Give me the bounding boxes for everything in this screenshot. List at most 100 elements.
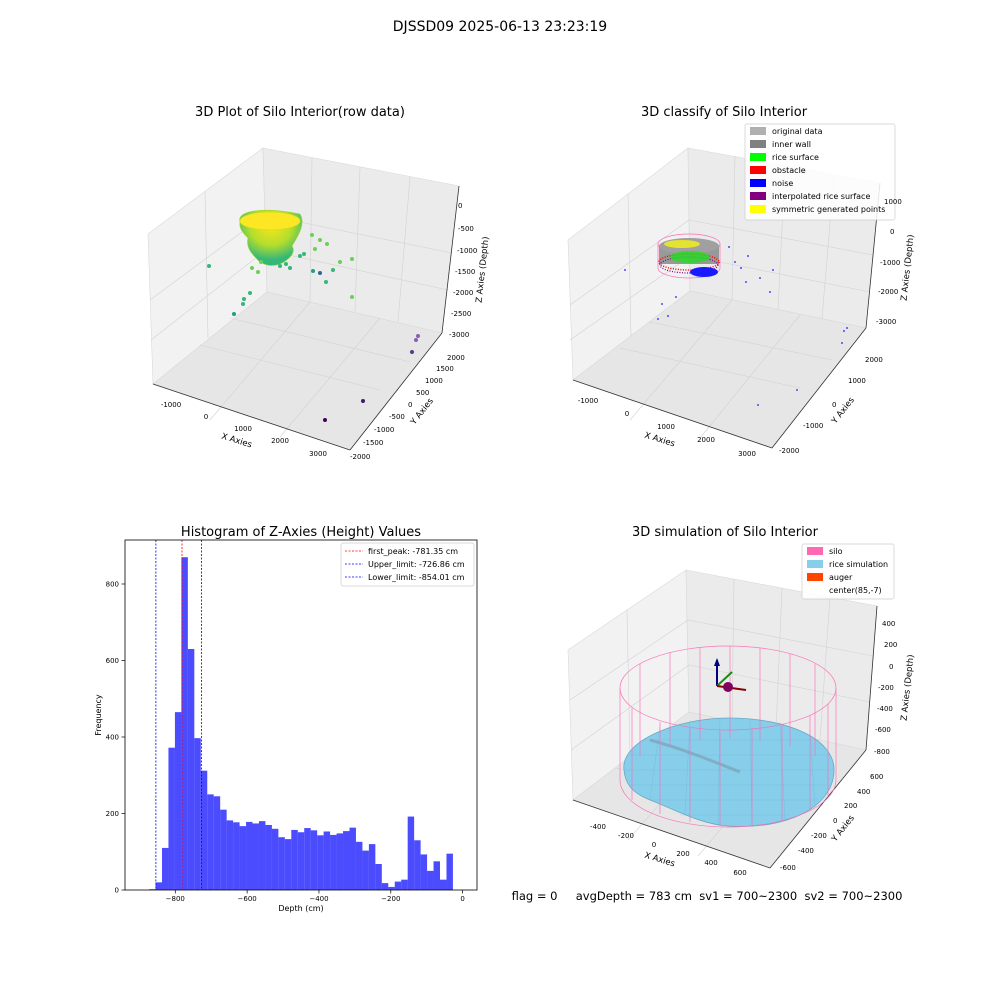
hist-bar bbox=[194, 738, 201, 890]
hist-bar bbox=[368, 844, 376, 890]
hist-bar bbox=[187, 649, 195, 890]
cls-y-tick-label: 1000 bbox=[848, 377, 866, 385]
cls-legend-swatch bbox=[750, 179, 766, 187]
hist-bar bbox=[427, 870, 434, 890]
raw-y-axis-label: Y Axies bbox=[408, 396, 436, 428]
hist-y-axis-label: Frequency bbox=[94, 694, 103, 736]
hist-bar bbox=[174, 712, 182, 890]
hist-bar bbox=[304, 828, 311, 890]
hist-y-ticks: 0 200 400 600 800 bbox=[106, 580, 125, 895]
sim-z-tick-label: -800 bbox=[874, 748, 890, 756]
cls-legend-label: rice surface bbox=[772, 153, 819, 162]
hist-bar bbox=[181, 557, 188, 890]
sim-x-ticks: -400 -200 0 200 400 600 bbox=[590, 823, 747, 877]
hist-bar bbox=[220, 809, 227, 890]
cls-legend-swatch bbox=[750, 205, 766, 213]
cls-legend-swatch bbox=[750, 192, 766, 200]
hist-bar bbox=[375, 863, 382, 890]
cls-legend-label: noise bbox=[772, 179, 793, 188]
hist-legend: first_peak: -781.35 cm Upper_limit: -726… bbox=[340, 542, 475, 587]
cls-z-tick-label: -3000 bbox=[876, 318, 896, 326]
hist-bar bbox=[278, 837, 285, 890]
cls-legend-swatch bbox=[750, 166, 766, 174]
hist-legend-label: Upper_limit: -726.86 cm bbox=[368, 560, 465, 569]
hist-legend-frame bbox=[340, 542, 475, 587]
sim-y-tick-label: -600 bbox=[780, 864, 796, 872]
hist-legend-label: Lower_limit: -854.01 cm bbox=[368, 573, 465, 582]
chart-title-histogram: Histogram of Z-Axies (Height) Values bbox=[181, 525, 421, 540]
cls-y-ticks: -2000 -1000 0 1000 2000 bbox=[779, 356, 883, 455]
hist-bar bbox=[407, 816, 415, 890]
hist-x-tick-label: 0 bbox=[460, 895, 464, 903]
raw-z-tick-label: -3000 bbox=[449, 331, 469, 339]
hist-x-tick-label: −600 bbox=[238, 895, 257, 903]
hist-bar bbox=[265, 824, 272, 890]
raw-z-tick-label: 0 bbox=[458, 202, 462, 210]
sim-legend-frame bbox=[801, 543, 895, 600]
hist-bar bbox=[362, 850, 369, 890]
sim-x-tick-label: 0 bbox=[652, 841, 656, 849]
raw-y-ticks: -2000 -1500 -1000 -500 0 500 1000 1500 2… bbox=[350, 354, 465, 461]
hist-bar bbox=[336, 833, 344, 890]
hist-bar bbox=[394, 881, 402, 890]
sim-z-ticks: 400 200 0 -200 -400 -600 -800 bbox=[874, 620, 897, 756]
sim-legend-label: auger bbox=[829, 573, 853, 582]
hist-bar bbox=[252, 823, 259, 890]
raw-y-tick-label: -2000 bbox=[350, 453, 370, 461]
hist-x-ticks: −800 −600 −400 −200 0 bbox=[166, 890, 465, 903]
cls-x-tick-label: -1000 bbox=[578, 397, 598, 405]
cls-legend-label: symmetric generated points bbox=[772, 205, 885, 214]
cls-z-tick-label: -2000 bbox=[878, 288, 898, 296]
sim-y-tick-label: -200 bbox=[811, 832, 827, 840]
panel-histogram: Histogram of Z-Axies (Height) Values −80… bbox=[94, 525, 478, 913]
raw-x-axis-line bbox=[152, 383, 351, 451]
cls-z-tick-label: 0 bbox=[890, 228, 894, 236]
raw-x-axis-label: X Axies bbox=[220, 432, 253, 451]
hist-bar bbox=[213, 796, 221, 890]
sim-x-axis-label: X Axies bbox=[643, 851, 676, 870]
sim-legend-label: center(85,-7) bbox=[829, 586, 882, 595]
sim-z-tick-label: -600 bbox=[875, 726, 891, 734]
figure-suptitle: DJSSD09 2025-06-13 23:23:19 bbox=[393, 19, 607, 35]
sim-y-tick-label: -400 bbox=[798, 847, 814, 855]
cls-legend-label: obstacle bbox=[772, 166, 806, 175]
hist-x-axis-label: Depth (cm) bbox=[278, 904, 323, 913]
sim-y-ticks: -600 -400 -200 0 200 400 600 bbox=[780, 773, 883, 872]
raw-gridlines bbox=[149, 157, 453, 438]
hist-x-tick-label: −400 bbox=[309, 895, 328, 903]
sim-y-axis-line bbox=[769, 749, 867, 869]
hist-bars bbox=[149, 557, 453, 890]
raw-y-tick-label: -1000 bbox=[374, 426, 394, 434]
hist-legend-label: first_peak: -781.35 cm bbox=[368, 547, 458, 556]
cls-x-axis-line bbox=[572, 379, 773, 449]
hist-bar bbox=[207, 794, 214, 890]
hist-bar bbox=[433, 861, 441, 890]
cls-x-tick-label: 0 bbox=[625, 410, 629, 418]
cls-legend-swatch bbox=[750, 140, 766, 148]
sim-z-tick-label: -400 bbox=[877, 705, 893, 713]
cls-legend-label: inner wall bbox=[772, 140, 811, 149]
raw-y-tick-label: -500 bbox=[389, 413, 405, 421]
cls-silo-points bbox=[657, 233, 721, 279]
cls-legend-swatch bbox=[750, 127, 766, 135]
hist-x-tick-label: −800 bbox=[166, 895, 185, 903]
panel-simulation-3d: 3D simulation of Silo Interior bbox=[567, 525, 916, 877]
sim-z-tick-label: 400 bbox=[882, 620, 895, 628]
raw-y-tick-label: 1000 bbox=[425, 377, 443, 385]
hist-bar bbox=[239, 826, 247, 890]
hist-bar bbox=[343, 831, 350, 890]
cls-x-axis-label: X Axies bbox=[643, 431, 676, 450]
raw-x-tick-label: 1000 bbox=[234, 425, 252, 433]
hist-bar bbox=[414, 840, 421, 890]
sim-y-tick-label: 0 bbox=[833, 817, 837, 825]
cls-x-ticks: -1000 0 1000 2000 3000 bbox=[578, 397, 756, 458]
hist-bar bbox=[200, 770, 208, 890]
sim-y-tick-label: 600 bbox=[870, 773, 883, 781]
hist-bar bbox=[388, 886, 395, 890]
panel-raw-3d: 3D Plot of Silo Interior(row data) bbox=[147, 105, 491, 461]
sim-rice-ridge bbox=[649, 738, 741, 774]
hist-y-tick-label: 600 bbox=[106, 657, 119, 665]
sim-legend-swatch bbox=[807, 560, 823, 568]
cls-y-tick-label: -2000 bbox=[779, 447, 799, 455]
cls-z-axis-label: Z Axies (Depth) bbox=[900, 234, 917, 301]
